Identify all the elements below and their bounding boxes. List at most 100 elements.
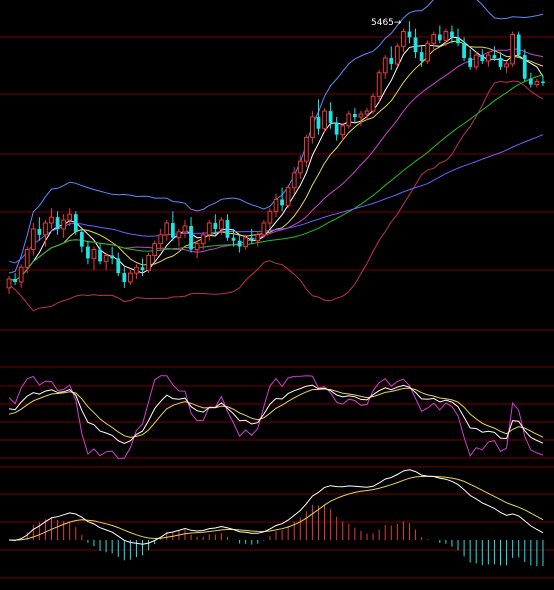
candle-74 xyxy=(456,28,460,47)
candle-body-8 xyxy=(55,217,60,229)
candle-11 xyxy=(73,211,78,235)
candle-40 xyxy=(249,228,254,244)
candle-body-44 xyxy=(273,198,279,212)
candle-body-50 xyxy=(310,116,315,139)
candle-body-63 xyxy=(389,58,394,64)
candle-body-12 xyxy=(79,231,84,247)
boll-lower-line xyxy=(8,80,544,312)
candle-body-71 xyxy=(437,34,442,41)
candle-53 xyxy=(328,102,333,129)
candle-body-37 xyxy=(231,237,236,241)
candle-87 xyxy=(534,78,540,88)
candle-body-40 xyxy=(249,237,254,241)
ma40-line xyxy=(8,74,544,282)
peak-annotation: 5465→ xyxy=(371,18,402,28)
candle-body-10 xyxy=(67,213,73,221)
kdj-indicator xyxy=(8,375,544,459)
ma-long-line xyxy=(8,134,544,264)
candle-body-56 xyxy=(346,113,352,127)
candle-64 xyxy=(394,43,400,67)
candle-80 xyxy=(492,46,497,61)
candle-body-25 xyxy=(158,234,164,245)
candle-body-23 xyxy=(146,254,151,271)
kdj-j-line xyxy=(8,375,544,459)
candle-body-31 xyxy=(194,243,200,251)
candle-26 xyxy=(164,220,170,241)
candle-70 xyxy=(431,31,437,50)
candle-20 xyxy=(128,270,133,285)
candle-63 xyxy=(389,46,394,70)
candle-73 xyxy=(450,25,454,44)
candle-body-27 xyxy=(170,223,175,238)
candle-body-7 xyxy=(49,216,54,224)
kdj-d-line xyxy=(8,387,544,438)
candle-2 xyxy=(18,264,24,288)
candle-16 xyxy=(103,252,109,271)
ma5-line xyxy=(8,36,544,282)
candle-46 xyxy=(285,184,291,209)
candle-body-26 xyxy=(164,222,170,236)
candle-25 xyxy=(158,228,164,250)
candle-body-20 xyxy=(128,272,133,283)
candle-body-6 xyxy=(43,222,48,236)
candle-45 xyxy=(280,187,284,212)
candle-34 xyxy=(213,214,218,235)
candle-39 xyxy=(243,234,249,250)
candle-31 xyxy=(194,240,200,259)
candle-8 xyxy=(55,211,60,235)
candle-body-86 xyxy=(528,78,533,85)
candle-body-53 xyxy=(328,111,333,123)
candle-body-5 xyxy=(37,228,42,235)
candlesticks xyxy=(6,21,545,294)
candle-body-76 xyxy=(468,58,473,67)
candle-0 xyxy=(6,276,12,294)
candle-body-60 xyxy=(370,95,376,112)
candle-47 xyxy=(291,167,297,194)
candle-65 xyxy=(401,28,406,53)
candle-body-73 xyxy=(450,31,454,38)
candle-55 xyxy=(340,122,346,141)
candle-body-1 xyxy=(13,279,17,282)
candle-48 xyxy=(297,155,303,179)
candle-15 xyxy=(98,243,102,265)
candle-body-47 xyxy=(291,172,297,189)
candle-body-66 xyxy=(407,31,412,38)
candle-body-52 xyxy=(322,110,327,130)
candle-69 xyxy=(425,40,431,64)
candle-body-54 xyxy=(334,122,339,135)
candle-50 xyxy=(310,111,315,144)
candle-body-28 xyxy=(176,231,182,239)
macd-dea-line xyxy=(8,475,544,541)
candle-18 xyxy=(116,252,121,277)
candle-body-18 xyxy=(116,258,121,274)
candle-57 xyxy=(352,108,357,123)
candle-22 xyxy=(140,258,145,277)
candle-13 xyxy=(86,240,90,265)
candle-body-36 xyxy=(225,220,230,238)
candle-41 xyxy=(255,231,261,247)
candle-body-83 xyxy=(510,33,516,65)
candle-60 xyxy=(370,93,376,115)
candle-body-13 xyxy=(86,246,90,259)
candle-body-68 xyxy=(419,52,424,61)
candle-33 xyxy=(206,220,212,241)
candle-body-34 xyxy=(213,223,218,229)
candle-82 xyxy=(504,60,509,73)
moving-averages xyxy=(8,36,544,282)
grid-lines xyxy=(0,36,554,579)
candle-body-24 xyxy=(152,243,158,256)
candle-body-41 xyxy=(255,234,261,242)
candle-body-48 xyxy=(297,160,303,174)
candle-68 xyxy=(419,46,424,67)
candle-6 xyxy=(43,220,48,247)
candle-61 xyxy=(376,69,382,103)
candle-44 xyxy=(273,193,279,218)
candle-body-43 xyxy=(267,210,273,224)
candle-84 xyxy=(516,31,521,59)
candle-66 xyxy=(407,21,412,44)
candle-10 xyxy=(67,208,73,226)
candle-body-0 xyxy=(6,278,12,289)
candle-body-72 xyxy=(443,31,449,41)
candle-body-16 xyxy=(103,254,109,262)
